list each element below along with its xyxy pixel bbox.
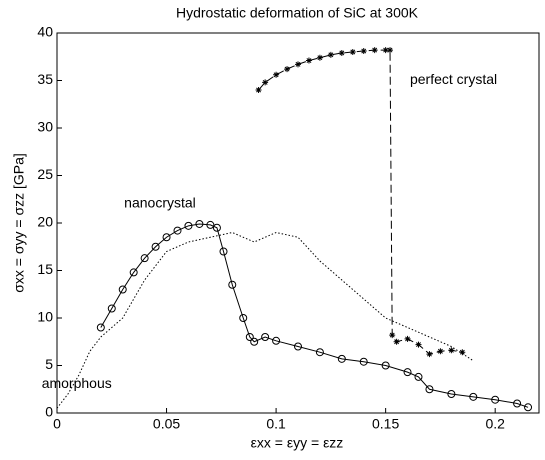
y-tick-label: 15 — [37, 261, 53, 277]
marker — [469, 392, 478, 401]
y-tick-label: 10 — [37, 309, 53, 325]
y-tick-label: 20 — [37, 214, 53, 230]
marker — [349, 49, 356, 55]
marker — [250, 337, 259, 346]
marker — [448, 347, 455, 354]
marker — [389, 332, 396, 339]
marker — [129, 268, 138, 277]
marker — [173, 226, 182, 235]
marker — [415, 341, 422, 348]
series-line — [258, 49, 463, 355]
marker — [195, 219, 204, 228]
marker — [262, 79, 269, 86]
marker — [239, 314, 248, 322]
y-axis-label: σxx = σyy = σzz [GPa] — [11, 153, 27, 293]
marker — [381, 361, 390, 370]
marker — [403, 368, 412, 377]
marker — [447, 390, 456, 398]
marker — [316, 54, 323, 61]
marker — [382, 47, 389, 54]
marker — [284, 66, 291, 73]
marker — [162, 233, 171, 242]
marker — [327, 51, 334, 58]
y-tick-label: 35 — [37, 71, 53, 87]
marker — [107, 304, 116, 313]
x-tick-label: 0.1 — [266, 416, 286, 432]
y-tick-label: 0 — [45, 404, 53, 420]
x-tick-label: 0.2 — [485, 416, 505, 432]
y-tick-label: 25 — [37, 166, 53, 182]
marker — [255, 87, 262, 93]
marker — [459, 349, 466, 356]
marker — [184, 221, 193, 230]
y-tick-label: 30 — [37, 119, 53, 135]
x-tick-label: 0.15 — [372, 416, 399, 432]
marker — [118, 285, 127, 294]
marker — [305, 57, 312, 64]
marker — [261, 333, 270, 341]
series-group — [96, 219, 533, 412]
marker — [414, 372, 423, 381]
marker — [273, 71, 280, 78]
x-tick-label: 0.05 — [153, 416, 180, 432]
series-line — [100, 223, 529, 408]
series-line — [56, 231, 474, 409]
series-group — [56, 231, 474, 409]
marker — [425, 385, 434, 394]
marker — [513, 399, 522, 408]
x-axis-label: εxx = εyy = εzz — [251, 435, 344, 451]
x-tick-label: 0 — [53, 416, 61, 432]
marker — [393, 338, 400, 345]
marker — [245, 333, 254, 341]
marker — [272, 336, 281, 345]
marker — [491, 395, 500, 404]
marker — [387, 47, 394, 54]
marker — [294, 342, 302, 351]
annotation: amorphous — [42, 375, 112, 391]
marker — [212, 223, 221, 232]
marker — [228, 280, 237, 289]
marker — [337, 354, 346, 363]
annotation: perfect crystal — [410, 71, 497, 87]
marker — [359, 357, 368, 366]
annotation: nanocrystal — [124, 195, 196, 211]
marker — [360, 48, 367, 55]
chart-title: Hydrostatic deformation of SiC at 300K — [176, 5, 419, 21]
marker — [96, 323, 105, 332]
marker — [206, 220, 215, 229]
marker — [404, 335, 411, 342]
marker — [315, 348, 324, 357]
plot-frame — [56, 32, 540, 414]
marker — [219, 247, 228, 256]
marker — [524, 403, 533, 412]
marker — [338, 49, 345, 56]
marker — [437, 348, 444, 355]
marker — [371, 47, 378, 54]
series-group — [255, 47, 466, 358]
marker — [295, 61, 301, 68]
marker — [426, 351, 433, 358]
y-tick-label: 5 — [45, 356, 53, 372]
marker — [151, 242, 160, 251]
marker — [140, 254, 149, 263]
y-tick-label: 40 — [37, 24, 53, 40]
